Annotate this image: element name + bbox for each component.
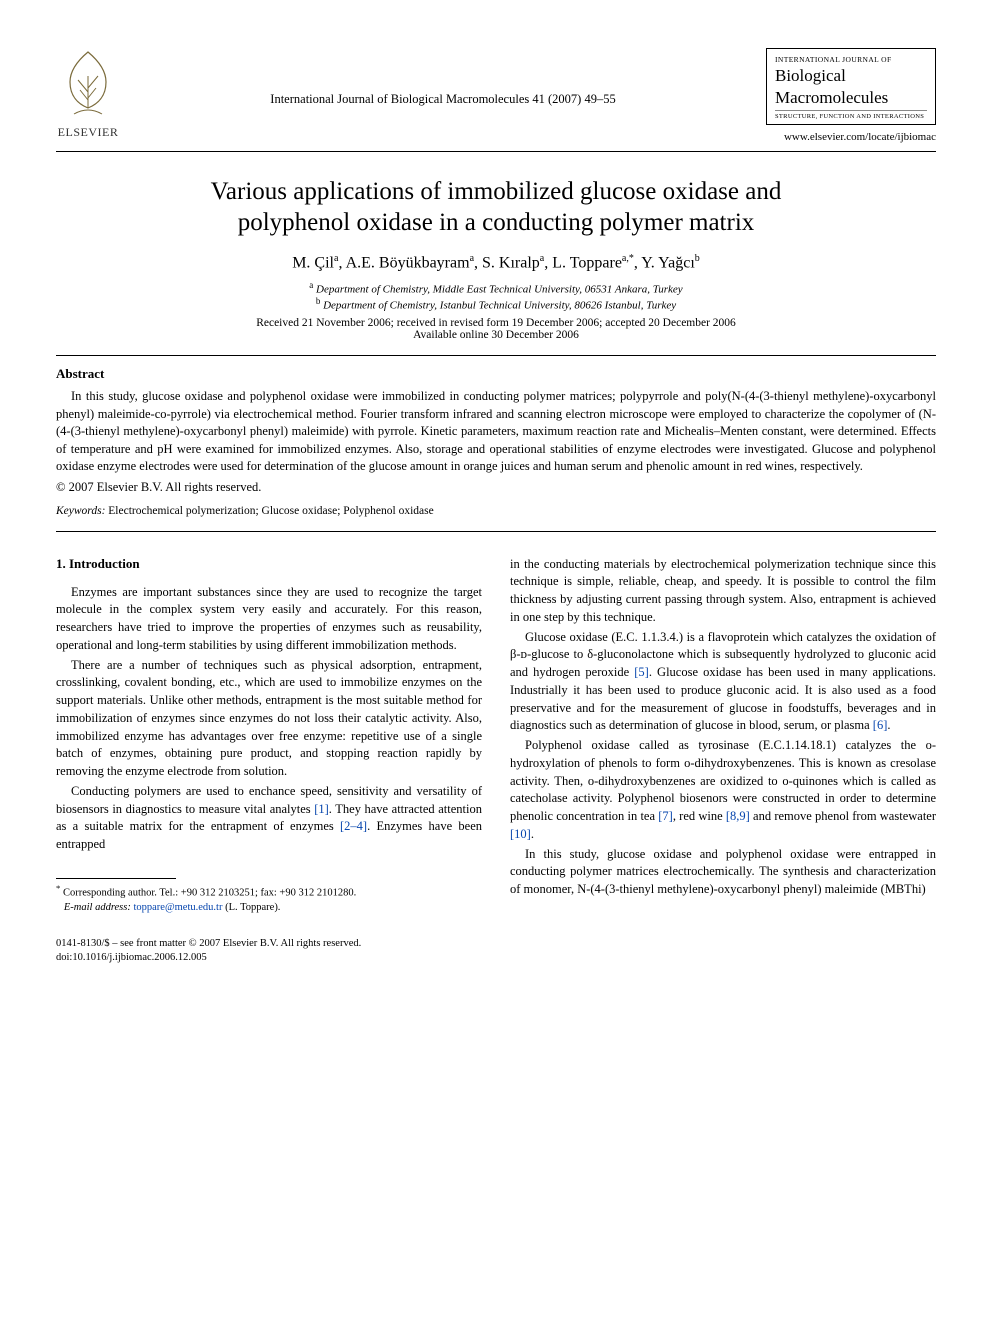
footnote-rule (56, 878, 176, 879)
ref-link-6[interactable]: [6] (873, 718, 888, 732)
aff-a-sup: a (309, 280, 313, 290)
author-4: L. Toppare (552, 254, 622, 271)
author-3: S. Kıralp (482, 254, 540, 271)
aff-a: Department of Chemistry, Middle East Tec… (316, 284, 683, 296)
keywords: Keywords: Electrochemical polymerization… (56, 505, 936, 517)
author-4-sup: a, (622, 253, 629, 264)
journal-box-subtitle: STRUCTURE, FUNCTION AND INTERACTIONS (775, 110, 927, 120)
ref-link-10[interactable]: [10] (510, 827, 531, 841)
c2p3b: , red wine (673, 809, 726, 823)
section-1-heading: 1. Introduction (56, 556, 482, 572)
abstract-heading: Abstract (56, 366, 936, 382)
author-5-sup: b (695, 253, 700, 264)
aff-b: Department of Chemistry, Istanbul Techni… (323, 299, 676, 311)
affiliations: a Department of Chemistry, Middle East T… (56, 280, 936, 311)
title-line2: polyphenol oxidase in a conducting polym… (238, 209, 755, 236)
author-1-sup: a (334, 253, 338, 264)
article-title: Various applications of immobilized gluc… (56, 176, 936, 239)
abstract-top-rule (56, 355, 936, 356)
keywords-label: Keywords: (56, 505, 105, 517)
journal-box-top: INTERNATIONAL JOURNAL OF (775, 55, 927, 64)
elsevier-tree-icon (56, 48, 120, 118)
author-5: Y. Yağcı (641, 254, 695, 271)
footer-line1: 0141-8130/$ – see front matter © 2007 El… (56, 937, 482, 951)
col2-para3: Polyphenol oxidase called as tyrosinase … (510, 737, 936, 844)
ref-link-5[interactable]: [5] (634, 665, 649, 679)
ref-link-1[interactable]: [1] (314, 802, 329, 816)
author-1: M. Çil (292, 254, 334, 271)
c2p3c: and remove phenol from wastewater (750, 809, 936, 823)
article-dates: Received 21 November 2006; received in r… (56, 317, 936, 341)
c2p3d: . (531, 827, 534, 841)
publisher-block: ELSEVIER (56, 48, 120, 140)
ref-link-7[interactable]: [7] (658, 809, 673, 823)
footer-block: 0141-8130/$ – see front matter © 2007 El… (56, 937, 482, 965)
footer-doi: doi:10.1016/j.ijbiomac.2006.12.005 (56, 951, 482, 965)
ref-link-8-9[interactable]: [8,9] (726, 809, 750, 823)
email-tail: (L. Toppare). (222, 902, 280, 913)
email-label: E-mail address: (64, 902, 131, 913)
publisher-label: ELSEVIER (56, 125, 120, 140)
author-list: M. Çila, A.E. Böyükbayrama, S. Kıralpa, … (56, 253, 936, 272)
author-2: A.E. Böyükbayram (346, 254, 470, 271)
abstract-body: In this study, glucose oxidase and polyp… (56, 388, 936, 476)
body-columns: 1. Introduction Enzymes are important su… (56, 556, 936, 965)
col2-para1: in the conducting materials by electroch… (510, 556, 936, 627)
journal-box-title2: Macromolecules (775, 88, 927, 108)
keywords-text: Electrochemical polymerization; Glucose … (105, 505, 433, 517)
journal-box-title1: Biological (775, 66, 927, 86)
journal-box-wrap: INTERNATIONAL JOURNAL OF Biological Macr… (766, 48, 936, 143)
col2-para2: Glucose oxidase (E.C. 1.1.3.4.) is a fla… (510, 629, 936, 736)
copyright-line: © 2007 Elsevier B.V. All rights reserved… (56, 480, 936, 495)
column-right: in the conducting materials by electroch… (510, 556, 936, 965)
locate-url[interactable]: www.elsevier.com/locate/ijbiomac (766, 131, 936, 143)
col1-para1: Enzymes are important substances since t… (56, 584, 482, 655)
footnote-corr: Corresponding author. Tel.: +90 312 2103… (60, 887, 356, 898)
aff-b-sup: b (316, 296, 321, 306)
author-2-sup: a (470, 253, 474, 264)
journal-box: INTERNATIONAL JOURNAL OF Biological Macr… (766, 48, 936, 125)
ref-link-2-4[interactable]: [2–4] (340, 819, 367, 833)
header-rule (56, 151, 936, 152)
corresponding-author-footnote: * Corresponding author. Tel.: +90 312 21… (56, 883, 482, 915)
col2-para4: In this study, glucose oxidase and polyp… (510, 846, 936, 899)
email-link[interactable]: toppare@metu.edu.tr (133, 902, 222, 913)
online-line: Available online 30 December 2006 (56, 329, 936, 341)
abstract-bottom-rule (56, 531, 936, 532)
page-header: ELSEVIER International Journal of Biolog… (56, 48, 936, 143)
author-3-sup: a (540, 253, 544, 264)
title-line1: Various applications of immobilized gluc… (211, 178, 782, 205)
col1-para3: Conducting polymers are used to enchance… (56, 783, 482, 854)
journal-reference: International Journal of Biological Macr… (120, 48, 766, 107)
col1-para2: There are a number of techniques such as… (56, 657, 482, 781)
received-line: Received 21 November 2006; received in r… (56, 317, 936, 329)
author-4-star: * (629, 253, 634, 264)
column-left: 1. Introduction Enzymes are important su… (56, 556, 482, 965)
c2p2c: . (887, 718, 890, 732)
